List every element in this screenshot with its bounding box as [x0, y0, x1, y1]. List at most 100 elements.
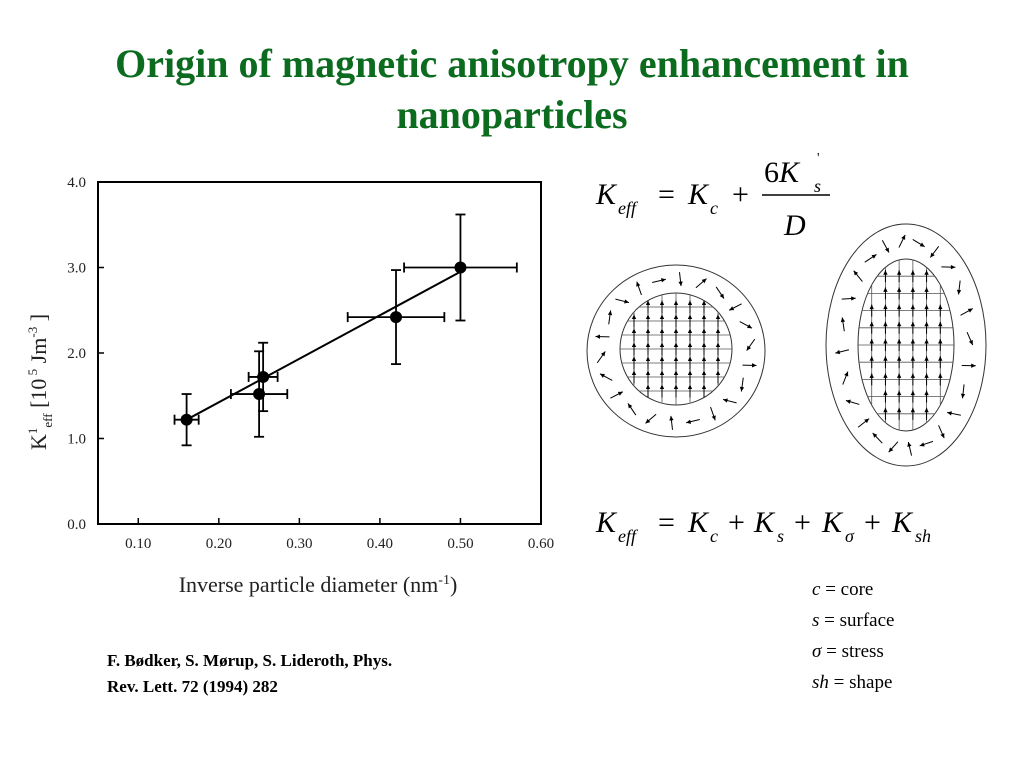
data-point	[390, 311, 403, 324]
x-tick-label: 0.50	[447, 536, 473, 552]
spin-arrowhead	[924, 407, 929, 413]
spin-arrowhead	[645, 384, 651, 390]
spin-arrowhead	[636, 281, 641, 287]
spin-arrowhead	[883, 339, 888, 344]
spin-arrowhead	[687, 356, 693, 362]
spin-arrowhead	[715, 342, 721, 348]
spin-arrowhead	[844, 371, 849, 377]
spin-arrowhead	[673, 356, 679, 362]
spin-arrowhead	[595, 334, 601, 339]
spin-arrowhead	[715, 370, 721, 376]
fit-line-group	[186, 270, 461, 421]
eq2-term-shape: K	[891, 506, 914, 539]
spin-arrowhead	[751, 363, 757, 368]
eq2-lhs: K	[595, 506, 618, 539]
data-point	[180, 413, 193, 426]
eq2-sub-stress: σ	[845, 526, 855, 546]
spin-arrowhead	[883, 270, 888, 275]
spin-arrowhead	[845, 399, 851, 404]
spin-arrowhead	[888, 447, 894, 453]
eq2-sub-shape: sh	[915, 526, 931, 546]
y-axis-label: K1eff [10 5 Jm-3 ]	[25, 314, 55, 450]
spin-arrowhead	[687, 370, 693, 376]
legend-row-shape: sh = shape	[812, 672, 893, 693]
anisotropy-chart: 0.10 0.20 0.30 0.40 0.50 0.600.01.02.03.04.0 …	[25, 175, 554, 597]
spin-arrowhead	[631, 314, 637, 320]
spin-arrowhead	[967, 308, 973, 313]
spin-arrowhead	[719, 293, 724, 299]
data-point	[253, 388, 266, 401]
data-point	[257, 370, 270, 383]
spin-arrowhead	[884, 247, 889, 253]
spin-arrowhead	[896, 339, 902, 344]
eq2-term-core: K	[687, 506, 710, 539]
spin-arrowhead	[701, 314, 707, 320]
spin-arrowhead	[901, 234, 906, 240]
eq1-denominator: D	[783, 209, 806, 242]
spin-arrowhead	[938, 373, 943, 378]
spin-arrowhead	[631, 356, 637, 362]
eq1-num-sup: '	[817, 151, 820, 166]
spin-arrowhead	[687, 328, 693, 334]
spin-arrowhead	[673, 342, 679, 348]
x-tick-label: 0.40	[367, 536, 393, 552]
spin-arrowhead	[660, 278, 666, 283]
spin-arrowhead	[910, 373, 916, 378]
spin-arrowhead	[924, 304, 929, 310]
spin-arrowhead	[956, 289, 962, 295]
spin-arrowhead	[701, 384, 707, 390]
data-point	[454, 261, 467, 274]
spin-arrowhead	[645, 314, 651, 320]
spin-arrowhead	[896, 287, 902, 292]
spin-arrowhead	[851, 296, 856, 301]
eq2-sub-core: c	[710, 526, 718, 546]
symbol-legend: c = core s = surface σ = stress sh = sha…	[812, 574, 894, 698]
spin-arrowhead	[701, 328, 707, 334]
spin-arrowhead	[645, 342, 651, 348]
spin-arrowhead	[869, 356, 874, 361]
y-tick-label: 3.0	[67, 261, 86, 277]
spin-arrowhead	[659, 328, 665, 334]
eq1-num-sub: s	[814, 176, 821, 196]
spin-arrowhead	[659, 356, 665, 362]
spin-arrowhead	[711, 415, 716, 421]
spin-arrowhead	[910, 356, 916, 361]
eq2-plus-3: +	[864, 506, 881, 539]
spin-arrowhead	[896, 270, 902, 275]
spin-arrowhead	[883, 407, 888, 413]
eq1-k: K	[687, 178, 710, 211]
slide-title-line2: nanoparticles	[396, 92, 628, 137]
spin-arrowhead	[715, 314, 721, 320]
spin-arrowhead	[701, 342, 707, 348]
spin-arrowhead	[938, 339, 943, 344]
legend-row-surface: s = surface	[812, 610, 895, 631]
x-tick-label: 0.10	[125, 536, 151, 552]
spin-arrowhead	[896, 407, 902, 413]
spin-arrowhead	[896, 390, 902, 396]
equation-1: K eff = K c + 6K s ' D	[595, 151, 830, 242]
spin-arrowhead	[883, 390, 888, 396]
spin-arrowhead	[669, 415, 674, 421]
y-tick-label: 2.0	[67, 346, 86, 362]
spin-arrowhead	[950, 264, 956, 270]
eq1-lhs-sub: eff	[618, 198, 639, 218]
eq2-sub-surface: s	[777, 526, 784, 546]
spin-arrowhead	[896, 321, 902, 327]
spin-arrowhead	[687, 300, 693, 306]
eq2-lhs-sub: eff	[618, 526, 639, 546]
spin-arrowhead	[631, 342, 637, 348]
spin-arrowhead	[747, 324, 753, 329]
spin-arrowhead	[645, 418, 651, 424]
equation-2: K eff = K c + K s + K σ + K sh	[595, 506, 931, 546]
spin-arrowhead	[960, 393, 966, 399]
x-tick-label: 0.20	[206, 536, 232, 552]
spin-arrowhead	[659, 314, 665, 320]
spin-arrowhead	[924, 321, 929, 327]
spin-structure-ellipsoid	[825, 223, 987, 467]
spin-arrowhead	[896, 373, 902, 378]
spin-arrowhead	[722, 398, 728, 403]
spin-arrowhead	[924, 390, 929, 396]
spin-arrowhead	[715, 328, 721, 334]
spin-arrowhead	[924, 339, 929, 344]
spin-arrowhead	[686, 419, 692, 424]
